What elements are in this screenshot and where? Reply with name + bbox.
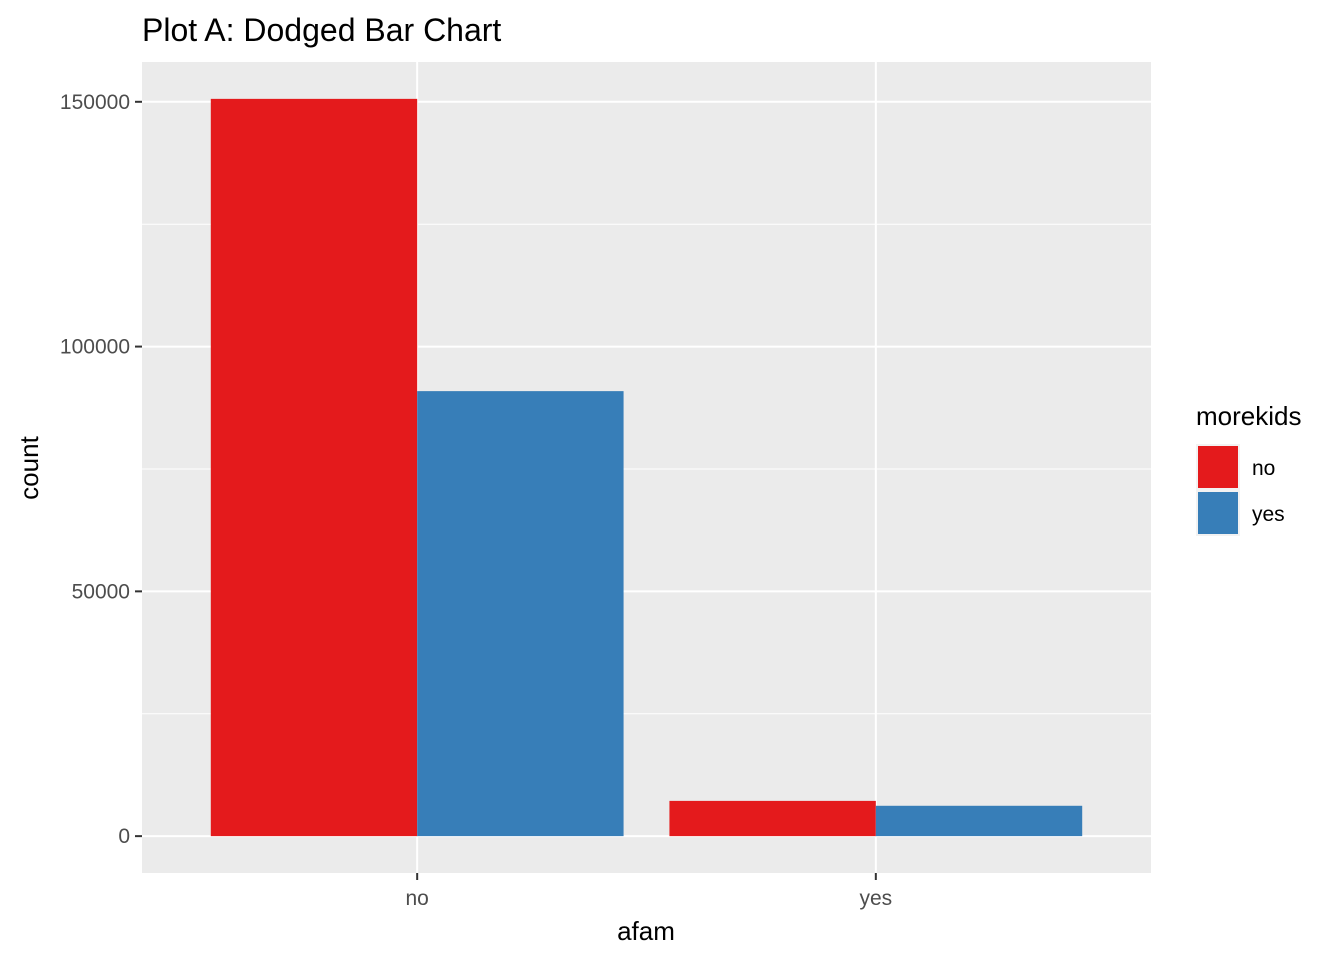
x-tick-label-0: no [406,887,429,910]
y-tick-label-3: 150000 [60,91,130,114]
y-axis-title: count [14,435,44,499]
y-tick-label-2: 100000 [60,336,130,359]
chart-title: Plot A: Dodged Bar Chart [142,12,501,48]
legend-label-yes: yes [1252,503,1285,526]
bars [210,98,1083,837]
bar-no-yes [417,391,624,837]
bar-no-no [210,98,418,837]
bar-yes-yes [875,805,1083,837]
x-tick-label-1: yes [859,887,892,910]
x-axis: no yes [406,873,892,910]
y-tick-label-1: 50000 [72,580,130,603]
y-axis: 0 50000 100000 150000 [60,91,142,848]
y-tick-label-0: 0 [118,825,130,848]
legend: morekids no yes [1196,401,1301,536]
x-axis-title: afam [617,916,675,946]
legend-swatch-yes [1198,492,1238,534]
legend-swatch-no [1198,446,1238,488]
legend-label-no: no [1252,457,1275,480]
bar-yes-no [669,800,876,837]
legend-title: morekids [1196,401,1301,431]
